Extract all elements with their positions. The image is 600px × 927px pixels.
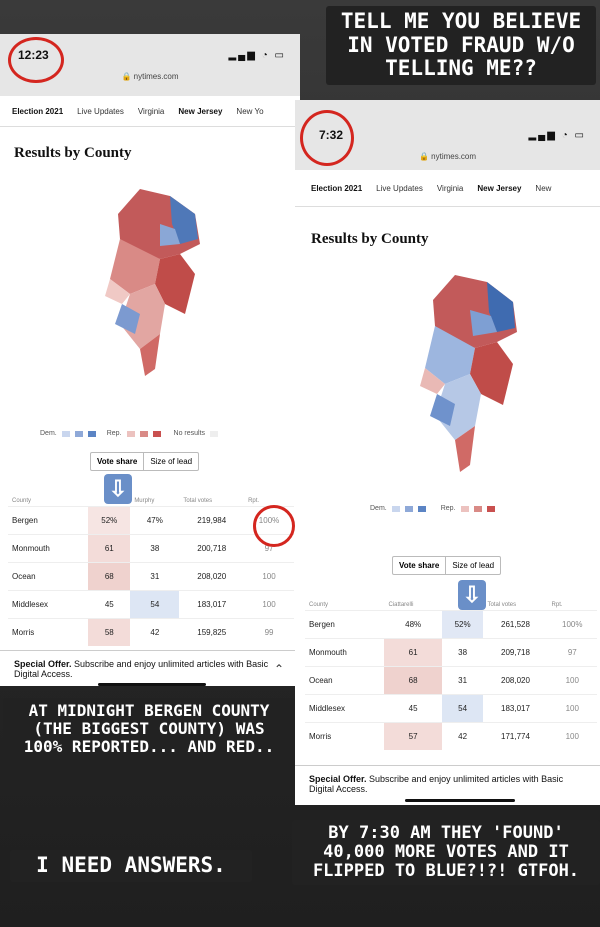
- vote-share-tab[interactable]: Vote share: [393, 557, 447, 574]
- vote-share-tab[interactable]: Vote share: [91, 453, 145, 470]
- url-bar[interactable]: 🔒 nytimes.com: [121, 72, 179, 81]
- nav-election-2021[interactable]: Election 2021: [12, 106, 64, 116]
- county-results-table: County Murphy Total votes Rpt. Bergen 52…: [8, 496, 294, 646]
- map-legend: Dem. Rep.: [370, 505, 495, 512]
- url-text: nytimes.com: [133, 72, 179, 81]
- legend-dem: Dem.: [370, 505, 387, 512]
- caption-bottom-right: BY 7:30 AM THEY 'FOUND' 40,000 MORE VOTE…: [292, 820, 600, 886]
- signal-wifi-battery-icon: ▂▄▆ ◔ ▭: [528, 130, 586, 141]
- caption-top-right: TELL ME YOU BELIEVE IN VOTED FRAUD W/O T…: [326, 6, 596, 85]
- table-row: Monmouth 61 38 200,718 97: [8, 534, 294, 563]
- highlight-ring-time: [300, 110, 354, 166]
- nav-new-york[interactable]: New Yo: [236, 106, 264, 116]
- section-title: Results by County: [311, 231, 429, 247]
- down-arrow-icon: ⇩: [104, 474, 132, 504]
- caption-bottom-left: AT MIDNIGHT BERGEN COUNTY (THE BIGGEST C…: [3, 698, 295, 760]
- table-row: Ocean 68 31 208,020 100: [8, 562, 294, 591]
- legend-rep: Rep.: [106, 430, 122, 437]
- right-screenshot: 7:32 ▂▄▆ ◔ ▭ 🔒 nytimes.com Election 2021…: [295, 100, 600, 805]
- nav-bar: Election 2021 Live Updates Virginia New …: [295, 170, 600, 207]
- table-row: Morris 58 42 159,825 99: [8, 618, 294, 646]
- legend-rep: Rep.: [440, 505, 456, 512]
- nav-new-jersey[interactable]: New Jersey: [477, 183, 522, 193]
- legend-no-results: No results: [173, 430, 206, 437]
- nav-new-jersey[interactable]: New Jersey: [178, 106, 223, 116]
- nav-live-updates[interactable]: Live Updates: [376, 183, 423, 193]
- nav-virginia[interactable]: Virginia: [436, 183, 464, 193]
- special-offer-banner[interactable]: Special Offer. Subscribe and enjoy unlim…: [0, 650, 300, 686]
- table-row: Bergen 48% 52% 261,528 100%: [305, 610, 597, 639]
- nav-election-2021[interactable]: Election 2021: [311, 183, 363, 193]
- table-row: Morris 57 42 171,774 100: [305, 722, 597, 750]
- nj-county-map: [420, 275, 517, 472]
- nav-virginia[interactable]: Virginia: [137, 106, 165, 116]
- chevron-up-icon[interactable]: ⌃: [274, 662, 285, 676]
- highlight-ring-time: [8, 37, 64, 83]
- signal-wifi-battery-icon: ▂▄▆ ◔ ▭: [228, 50, 286, 61]
- url-bar[interactable]: 🔒 nytimes.com: [418, 152, 477, 161]
- highlight-ring-reported: [253, 505, 295, 547]
- size-of-lead-tab[interactable]: Size of lead: [452, 561, 495, 570]
- url-text: nytimes.com: [431, 152, 477, 161]
- table-row: Bergen 52% 47% 219,984 100%: [8, 506, 294, 535]
- map-legend: Dem. Rep. No results: [40, 430, 219, 437]
- table-row: Ocean 68 31 208,020 100: [305, 666, 597, 695]
- nj-county-map: [105, 189, 200, 376]
- size-of-lead-tab[interactable]: Size of lead: [150, 457, 193, 466]
- table-header: County Ciattarelli Total votes Rpt.: [309, 602, 563, 608]
- nav-live-updates[interactable]: Live Updates: [77, 106, 124, 116]
- vote-toggle: Vote share Size of lead: [392, 556, 502, 575]
- table-header: County Murphy Total votes Rpt.: [12, 498, 260, 504]
- county-results-table: County Ciattarelli Total votes Rpt. Berg…: [305, 600, 597, 750]
- left-screenshot: 12:23 ▂▄▆ ◔ ▭ 🔒 nytimes.com Election 202…: [0, 34, 300, 686]
- home-indicator: [98, 683, 206, 686]
- caption-answers: I NEED ANSWERS.: [10, 850, 252, 882]
- special-offer-banner[interactable]: Special Offer. Subscribe and enjoy unlim…: [295, 765, 600, 802]
- table-row: Monmouth 61 38 209,718 97: [305, 638, 597, 667]
- legend-dem: Dem.: [40, 430, 57, 437]
- table-row: Middlesex 45 54 183,017 100: [305, 694, 597, 723]
- nav-bar: Election 2021 Live Updates Virginia New …: [0, 96, 300, 127]
- down-arrow-icon: ⇩: [458, 580, 486, 610]
- vote-toggle: Vote share Size of lead: [90, 452, 200, 471]
- section-title: Results by County: [14, 145, 132, 161]
- nav-new[interactable]: New: [535, 183, 552, 193]
- home-indicator: [405, 799, 515, 802]
- table-row: Middlesex 45 54 183,017 100: [8, 590, 294, 619]
